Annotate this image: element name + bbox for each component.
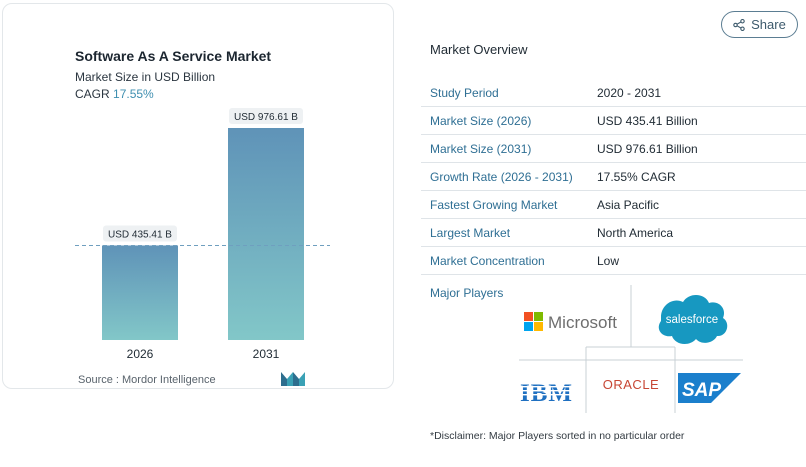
overview-key[interactable]: Market Concentration: [430, 253, 545, 268]
data-label-badge: [103, 225, 177, 242]
sap-logo: SAP: [678, 373, 741, 403]
overview-value: Low: [597, 253, 620, 268]
overview-value: 2020 - 2031: [597, 85, 662, 100]
disclaimer: *Disclaimer: Major Players sorted in no …: [430, 430, 685, 442]
overview-table: Study Period 2020 - 2031 Market Size (20…: [421, 79, 806, 275]
chart-title: Software As A Service Market: [75, 48, 272, 64]
salesforce-logo: salesforce: [658, 294, 728, 345]
overview-key[interactable]: Fastest Growing Market: [430, 197, 558, 212]
oracle-logo: ORACLE: [603, 377, 659, 392]
microsoft-logo-text: Microsoft: [548, 313, 617, 332]
data-label: USD 976.61 B: [234, 112, 298, 123]
salesforce-logo-text: salesforce: [666, 314, 718, 326]
chart-source: Source : Mordor Intelligence: [78, 374, 216, 386]
share-button[interactable]: Share: [721, 11, 798, 38]
overview-key[interactable]: Market Size (2031): [430, 141, 532, 156]
overview-key[interactable]: Study Period: [430, 85, 499, 100]
ibm-logo-text: IBM: [520, 380, 573, 407]
bar-chart: USD 435.41 B 2026 USD 976.61 B 2031: [75, 108, 330, 361]
overview-row: Market Concentration Low: [421, 247, 806, 275]
bar-2031: [228, 128, 304, 340]
mordor-intelligence-logo-icon: [281, 372, 305, 386]
overview-value: Asia Pacific: [597, 197, 660, 212]
overview-key[interactable]: Market Size (2026): [430, 113, 532, 128]
x-tick-label: 2026: [127, 347, 154, 361]
x-tick-label: 2031: [253, 347, 280, 361]
bar-2026: [102, 245, 178, 340]
major-players-logos: Microsoft salesforce IBM ORACLE SAP: [518, 285, 743, 413]
overview-row: Fastest Growing Market Asia Pacific: [421, 191, 806, 219]
overview-row: Study Period 2020 - 2031: [421, 79, 806, 107]
overview-title: Market Overview: [430, 42, 528, 57]
major-players-label[interactable]: Major Players: [430, 286, 504, 300]
overview-row: Growth Rate (2026 - 2031) 17.55% CAGR: [421, 163, 806, 191]
share-icon: [733, 18, 745, 31]
market-chart-card: USD 435.41 B 2026 USD 976.61 B 2031 Softwar…: [2, 3, 394, 389]
ibm-logo: IBM: [518, 380, 584, 407]
data-label: USD 435.41 B: [108, 229, 172, 240]
overview-value: USD 976.61 Billion: [597, 141, 698, 156]
overview-row: Largest Market North America: [421, 219, 806, 247]
chart-cagr: CAGR 17.55%: [75, 87, 154, 101]
share-label: Share: [751, 17, 786, 32]
microsoft-logo: Microsoft: [524, 312, 617, 332]
cagr-label: CAGR: [75, 87, 110, 101]
sap-logo-text: SAP: [682, 380, 721, 401]
overview-row: Market Size (2026) USD 435.41 Billion: [421, 107, 806, 135]
oracle-logo-text: ORACLE: [603, 377, 659, 392]
overview-value: North America: [597, 225, 674, 240]
overview-key[interactable]: Largest Market: [430, 225, 511, 240]
chart-subtitle: Market Size in USD Billion: [75, 70, 216, 84]
cagr-value: 17.55%: [113, 87, 154, 101]
overview-value: 17.55% CAGR: [597, 169, 676, 184]
overview-value: USD 435.41 Billion: [597, 113, 698, 128]
data-label-badge: [229, 108, 303, 124]
overview-key[interactable]: Growth Rate (2026 - 2031): [430, 169, 573, 184]
overview-row: Market Size (2031) USD 976.61 Billion: [421, 135, 806, 163]
